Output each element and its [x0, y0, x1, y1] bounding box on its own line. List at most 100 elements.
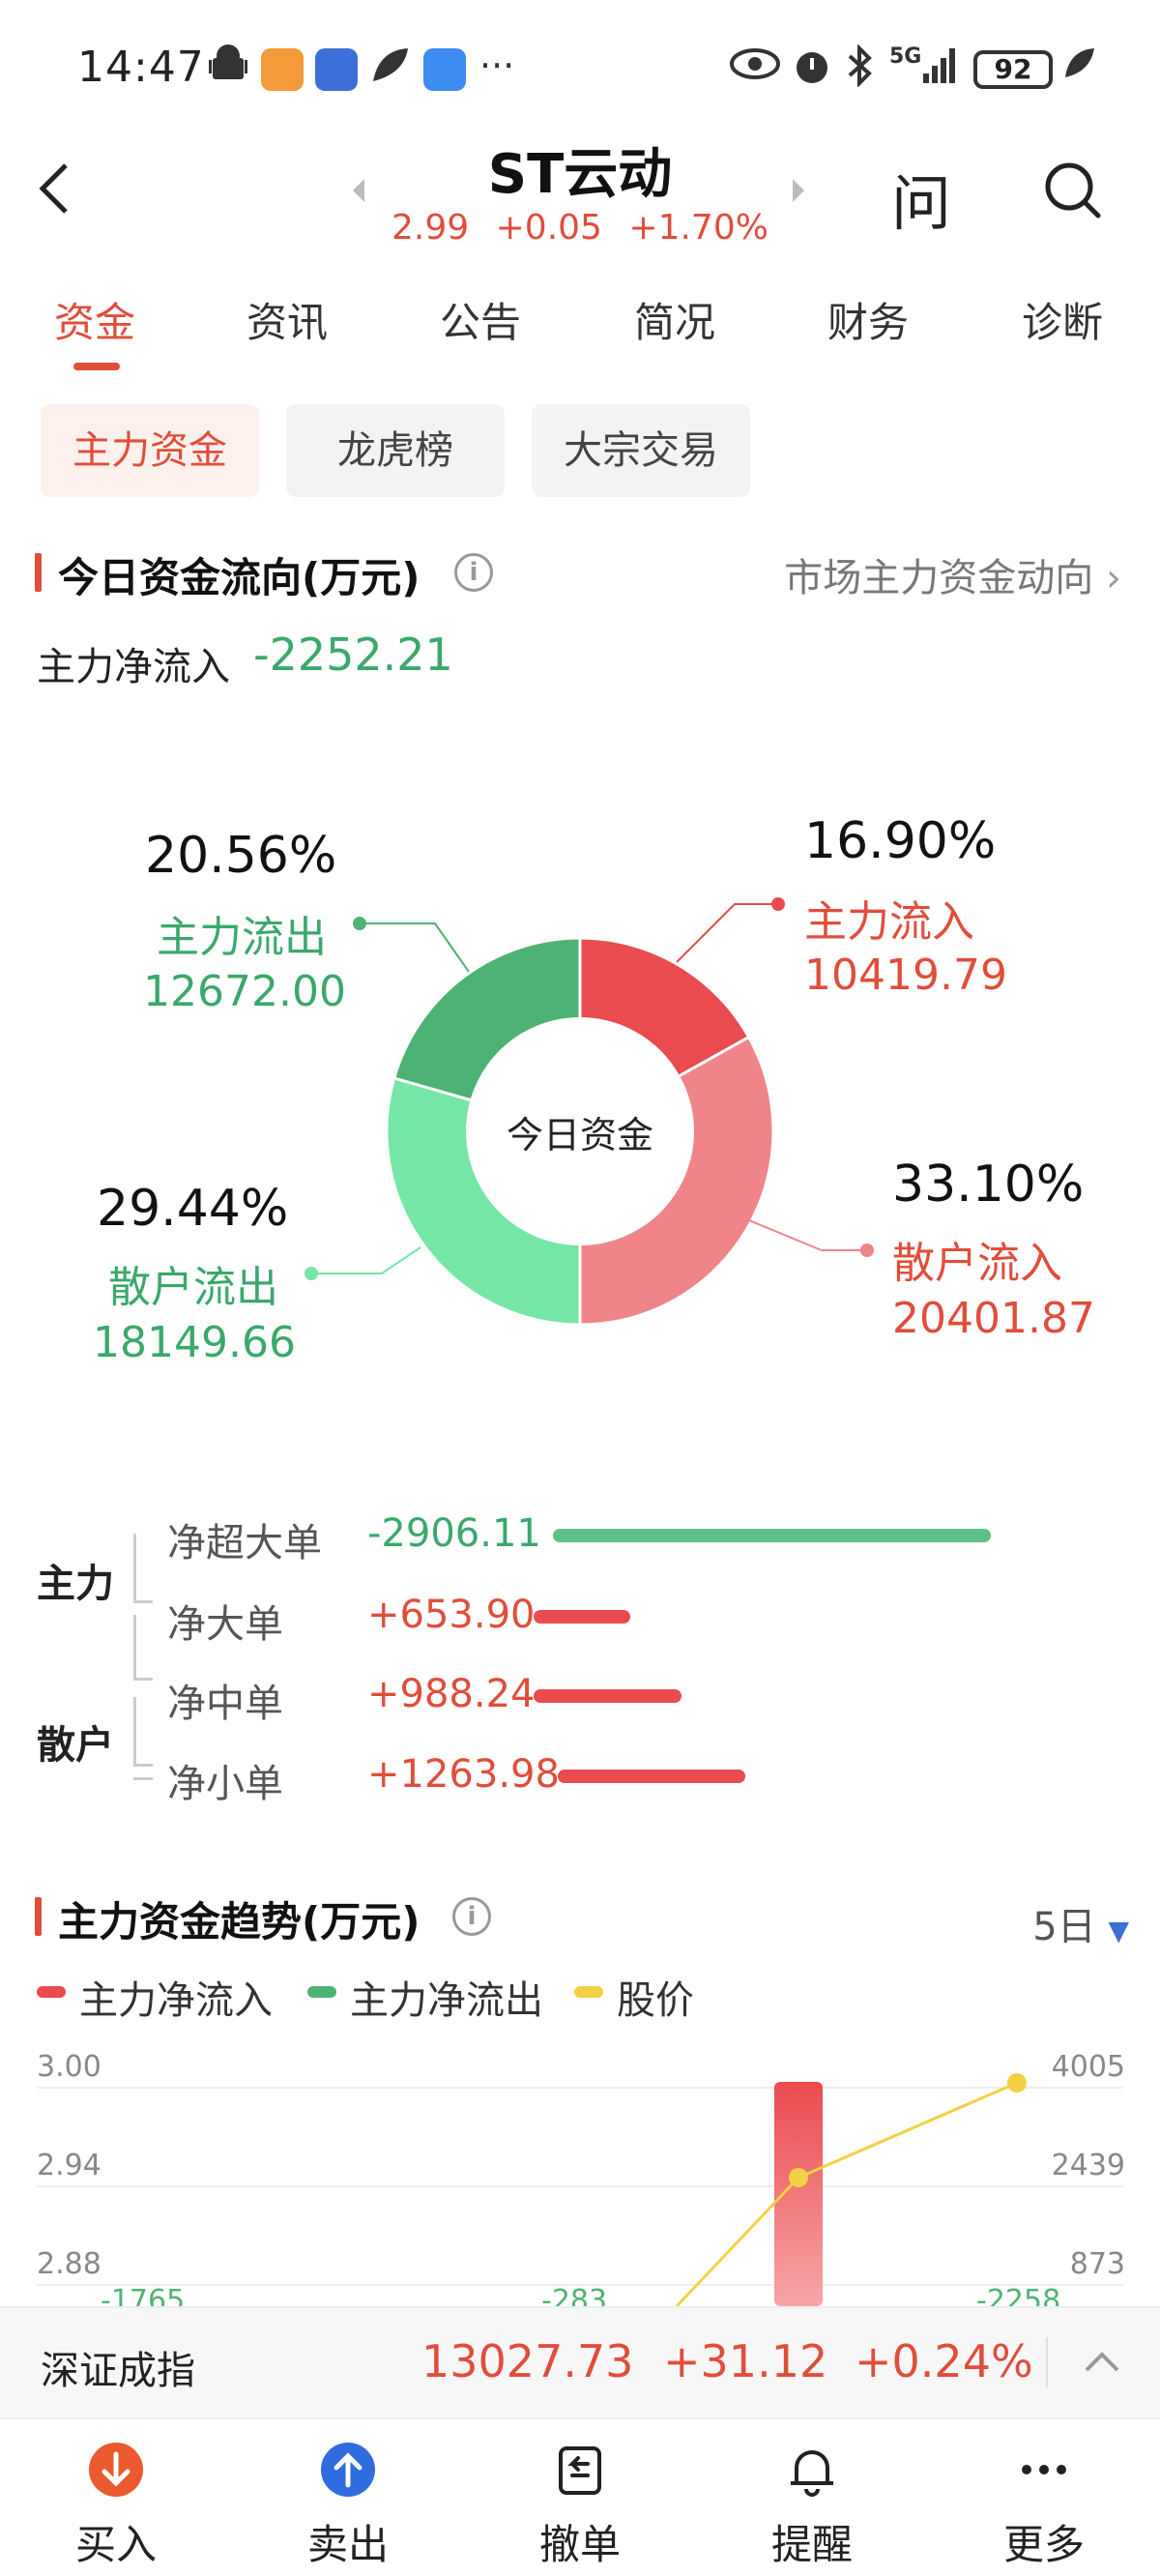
app-notification-icon	[315, 48, 358, 91]
tab-finance[interactable]: 财务	[827, 299, 910, 346]
alarm-icon	[791, 44, 833, 96]
subtab-main-funds[interactable]: 主力资金	[41, 404, 259, 497]
subtab-dragon-tiger[interactable]: 龙虎榜	[286, 404, 505, 497]
left-tick: 2.94	[37, 2149, 102, 2182]
group-bracket	[133, 1615, 153, 1681]
more-notifications-icon: ···	[479, 44, 515, 87]
leader-line	[743, 1217, 867, 1251]
nav-alert-label: 提醒	[770, 2521, 853, 2568]
leaf-icon	[1061, 44, 1096, 92]
row-super-large-value: -2906.11	[367, 1511, 541, 1556]
subtab-block-trade[interactable]: 大宗交易	[532, 404, 750, 497]
row-small-bar	[558, 1770, 745, 1783]
signal-icon	[923, 44, 962, 96]
active-tab-indicator	[73, 363, 120, 370]
network-type: 5G	[889, 44, 922, 69]
row-medium-label: 净中单	[167, 1682, 283, 1726]
tab-news[interactable]: 资讯	[246, 299, 329, 346]
market-funds-link[interactable]: 市场主力资金动向 ›	[784, 546, 1121, 602]
nav-buy-label: 买入	[74, 2521, 157, 2568]
tab-announcements[interactable]: 公告	[440, 299, 522, 346]
index-name: 深证成指	[41, 2349, 195, 2393]
chevron-up-icon[interactable]	[1083, 2347, 1121, 2378]
leader-dot	[304, 1267, 318, 1280]
leader-line	[360, 922, 470, 973]
group-bracket	[133, 1697, 153, 1767]
back-icon[interactable]	[35, 160, 73, 218]
leader-line	[311, 1246, 421, 1274]
next-stock-icon[interactable]	[793, 179, 804, 202]
android-icon	[209, 44, 247, 96]
tab-profile[interactable]: 简况	[634, 299, 716, 346]
retail-inflow-pct: 33.10%	[892, 1156, 1085, 1214]
nav-sell-label: 卖出	[306, 2521, 389, 2568]
stock-price: 2.99	[392, 208, 470, 248]
battery-icon: 92	[973, 50, 1053, 89]
leader-dot	[353, 917, 366, 930]
main-outflow-label: 主力流出	[157, 913, 327, 962]
period-selector[interactable]: 5日 ▼	[1032, 1895, 1129, 1951]
nav-buy[interactable]: 买入	[0, 2419, 232, 2576]
group-main: 主力	[37, 1562, 114, 1606]
main-tabs: 资金 资讯 公告 简况 财务 诊断	[0, 290, 1160, 377]
row-large-bar	[534, 1610, 630, 1624]
divider	[1046, 2337, 1048, 2387]
more-icon	[1015, 2441, 1073, 2499]
gridline	[37, 2284, 1123, 2286]
tab-diagnosis[interactable]: 诊断	[1022, 299, 1104, 346]
stock-change-pct: +1.70%	[628, 208, 768, 248]
right-tick: 2439	[1051, 2149, 1125, 2182]
nav-more[interactable]: 更多	[928, 2419, 1160, 2576]
ask-button[interactable]: 问	[891, 168, 952, 239]
legend-outflow: 主力净流出	[350, 1978, 543, 2023]
retail-inflow-value: 20401.87	[892, 1294, 1095, 1343]
main-inflow-value: 10419.79	[804, 951, 1007, 1000]
group-bracket	[133, 1534, 153, 1603]
donut-center-label: 今日资金	[506, 1114, 653, 1156]
eye-icon	[730, 44, 780, 92]
status-bar: 14:47 ··· 5G 92	[0, 0, 1160, 135]
retail-inflow-label: 散户流入	[892, 1239, 1062, 1288]
info-icon[interactable]: i	[454, 553, 493, 592]
sell-icon	[319, 2441, 377, 2499]
stock-title: ST云动	[487, 143, 673, 206]
trend-chart	[675, 2073, 1027, 2306]
info-icon[interactable]: i	[452, 1897, 491, 1936]
index-change-pct: +0.24%	[855, 2335, 1033, 2387]
prev-stock-icon[interactable]	[353, 179, 364, 202]
today-flow-title: 今日资金流向(万元)	[58, 554, 420, 601]
period-label: 5日	[1032, 1905, 1096, 1949]
price-point	[789, 2168, 808, 2187]
main-inflow-label: 主力流入	[804, 897, 974, 947]
row-large-value: +653.90	[367, 1593, 536, 1637]
group-retail: 散户	[37, 1723, 114, 1768]
section-marker	[35, 1897, 42, 1936]
retail-outflow-value: 18149.66	[93, 1318, 296, 1367]
tab-funds[interactable]: 资金	[54, 299, 136, 346]
legend-inflow: 主力净流入	[79, 1978, 273, 2023]
bell-icon	[783, 2441, 841, 2499]
nav-cancel-order-label: 撤单	[538, 2521, 621, 2568]
nav-alert[interactable]: 提醒	[696, 2419, 928, 2576]
right-tick: 4005	[1051, 2050, 1125, 2084]
search-icon[interactable]	[1042, 160, 1104, 225]
bottom-nav: 买入 卖出 撤单 提醒 更多	[0, 2417, 1160, 2576]
market-funds-link-label: 市场主力资金动向	[784, 556, 1094, 600]
gridline	[37, 2185, 1123, 2187]
row-small-value: +1263.98	[367, 1752, 560, 1797]
index-ticker-bar[interactable]: 深证成指 13027.73 +31.12 +0.24%	[0, 2306, 1160, 2417]
row-super-large-label: 净超大单	[167, 1521, 322, 1566]
net-inflow-value: -2252.21	[253, 629, 453, 681]
donut-hole	[466, 1017, 694, 1245]
chevron-right-icon: ›	[1106, 556, 1121, 600]
right-tick: 873	[1069, 2247, 1125, 2281]
leader-line	[676, 903, 778, 963]
price-line	[675, 2081, 1018, 2306]
caret-down-icon: ▼	[1108, 1915, 1129, 1947]
bluetooth-icon	[846, 44, 875, 96]
buy-icon	[87, 2441, 145, 2499]
left-tick: 2.88	[37, 2247, 102, 2281]
nav-sell[interactable]: 卖出	[232, 2419, 464, 2576]
section-marker	[35, 553, 42, 592]
nav-cancel-order[interactable]: 撤单	[464, 2419, 696, 2576]
